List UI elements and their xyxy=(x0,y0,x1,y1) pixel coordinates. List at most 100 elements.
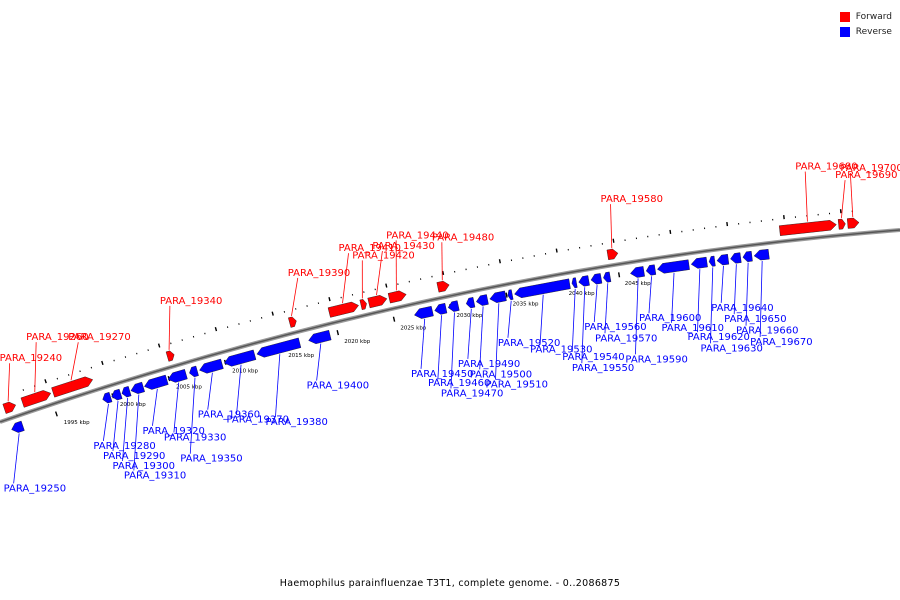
leader-PARA_19290 xyxy=(112,400,119,451)
label-PARA_19570: PARA_19570 xyxy=(595,333,657,344)
leader-PARA_19270 xyxy=(70,342,79,381)
gene-PARA_19350 xyxy=(189,365,199,378)
gene-arrows xyxy=(2,217,860,433)
gene-PARA_19690 xyxy=(837,218,846,230)
tick-label: 2000 kbp xyxy=(120,402,146,408)
label-PARA_19550: PARA_19550 xyxy=(572,363,634,374)
gene-PARA_19560 xyxy=(590,273,603,285)
legend: Forward Reverse xyxy=(839,9,892,39)
leader-PARA_19340 xyxy=(168,305,171,350)
gene-PARA_19420 xyxy=(359,299,367,310)
major-tick xyxy=(392,316,396,322)
leader-PARA_19320 xyxy=(152,388,158,426)
label-PARA_19350: PARA_19350 xyxy=(180,454,242,465)
leader-PARA_19240 xyxy=(7,363,11,402)
gene-PARA_19340 xyxy=(165,350,175,362)
gene-PARA_19550 xyxy=(578,275,590,287)
major-tick xyxy=(54,411,58,417)
leader-PARA_19590 xyxy=(635,278,639,355)
gene-PARA_19610 xyxy=(657,259,690,274)
leader-PARA_19360 xyxy=(207,372,213,410)
gene-PARA_19320 xyxy=(144,374,169,390)
gene-PARA_19620 xyxy=(690,256,708,269)
label-PARA_19320: PARA_19320 xyxy=(142,426,204,437)
label-PARA_19560: PARA_19560 xyxy=(584,322,646,333)
label-PARA_19470: PARA_19470 xyxy=(441,388,503,399)
minor-tick xyxy=(328,297,331,302)
gene-PARA_19650 xyxy=(730,252,742,264)
gene-PARA_19630 xyxy=(708,255,716,267)
gene-PARA_19680 xyxy=(778,220,837,236)
gene-PARA_19380 xyxy=(256,337,302,358)
leader-PARA_19280 xyxy=(102,403,109,442)
label-leaders xyxy=(7,171,854,484)
leader-PARA_19410 xyxy=(342,253,349,304)
gene-PARA_19580 xyxy=(606,248,619,261)
leader-PARA_19350 xyxy=(189,377,196,454)
gene-PARA_19360 xyxy=(199,358,224,374)
gene-PARA_19240 xyxy=(2,401,16,414)
gene-PARA_19400 xyxy=(308,329,332,345)
leader-PARA_19530 xyxy=(539,294,544,345)
gene-PARA_19660 xyxy=(742,250,753,263)
gene-PARA_19310 xyxy=(130,381,145,394)
leader-PARA_19690 xyxy=(841,180,846,219)
label-PARA_19300: PARA_19300 xyxy=(113,461,175,472)
label-PARA_19250: PARA_19250 xyxy=(4,483,66,494)
gene-PARA_19520 xyxy=(507,289,514,301)
label-PARA_19610: PARA_19610 xyxy=(662,323,724,334)
gene-PARA_19640 xyxy=(716,253,730,266)
label-PARA_19580: PARA_19580 xyxy=(601,194,663,205)
gene-PARA_19470 xyxy=(447,300,460,312)
label-PARA_19430: PARA_19430 xyxy=(372,241,434,252)
label-PARA_19420: PARA_19420 xyxy=(352,250,414,261)
gene-PARA_19390 xyxy=(288,316,297,328)
label-PARA_19510: PARA_19510 xyxy=(486,379,548,390)
legend-reverse-label: Reverse xyxy=(855,26,892,37)
label-PARA_19680: PARA_19680 xyxy=(795,162,857,173)
gene-PARA_19670 xyxy=(753,248,770,261)
label-PARA_19310: PARA_19310 xyxy=(124,471,186,482)
label-PARA_19340: PARA_19340 xyxy=(160,296,222,307)
tick-label: 2025 kbp xyxy=(400,325,426,331)
leader-PARA_19560 xyxy=(593,285,598,323)
gene-PARA_19490 xyxy=(465,297,476,309)
minor-tick xyxy=(157,343,161,348)
minor-tick xyxy=(669,229,672,235)
label-PARA_19280: PARA_19280 xyxy=(93,441,155,452)
leader-PARA_19470 xyxy=(450,312,455,389)
leader-PARA_19540 xyxy=(571,288,576,352)
label-PARA_19650: PARA_19650 xyxy=(724,314,786,325)
label-PARA_19620: PARA_19620 xyxy=(687,332,749,343)
leader-PARA_19660 xyxy=(745,262,749,326)
label-PARA_19630: PARA_19630 xyxy=(700,343,762,354)
minor-tick xyxy=(101,360,104,366)
label-PARA_19480: PARA_19480 xyxy=(432,232,494,243)
major-tick xyxy=(617,272,621,278)
label-PARA_19390: PARA_19390 xyxy=(288,268,350,279)
minor-tick xyxy=(555,248,558,253)
leader-PARA_19250 xyxy=(13,433,20,484)
gene-PARA_19440 xyxy=(387,290,407,304)
leader-PARA_19450 xyxy=(420,318,426,369)
gene-PARA_19300 xyxy=(121,386,132,398)
gene-PARA_19260 xyxy=(20,390,52,408)
leader-PARA_19460 xyxy=(437,315,442,379)
gene-PARA_19590 xyxy=(630,266,645,278)
gene-PARA_19430 xyxy=(367,295,388,309)
leader-PARA_19670 xyxy=(759,260,763,337)
leader-PARA_19640 xyxy=(720,265,724,303)
label-PARA_19600: PARA_19600 xyxy=(639,313,701,324)
minor-tick xyxy=(385,283,388,288)
minor-tick xyxy=(498,259,501,264)
minor-tick xyxy=(44,379,47,384)
tick-label: 2040 kbp xyxy=(569,291,595,297)
leader-PARA_19630 xyxy=(710,267,714,344)
leader-PARA_19300 xyxy=(122,397,128,462)
tick-label: 2015 kbp xyxy=(288,353,314,359)
label-PARA_19530: PARA_19530 xyxy=(530,345,592,356)
leader-PARA_19680 xyxy=(804,171,808,222)
backbone-line xyxy=(0,229,900,423)
gene-PARA_19250 xyxy=(11,420,25,433)
